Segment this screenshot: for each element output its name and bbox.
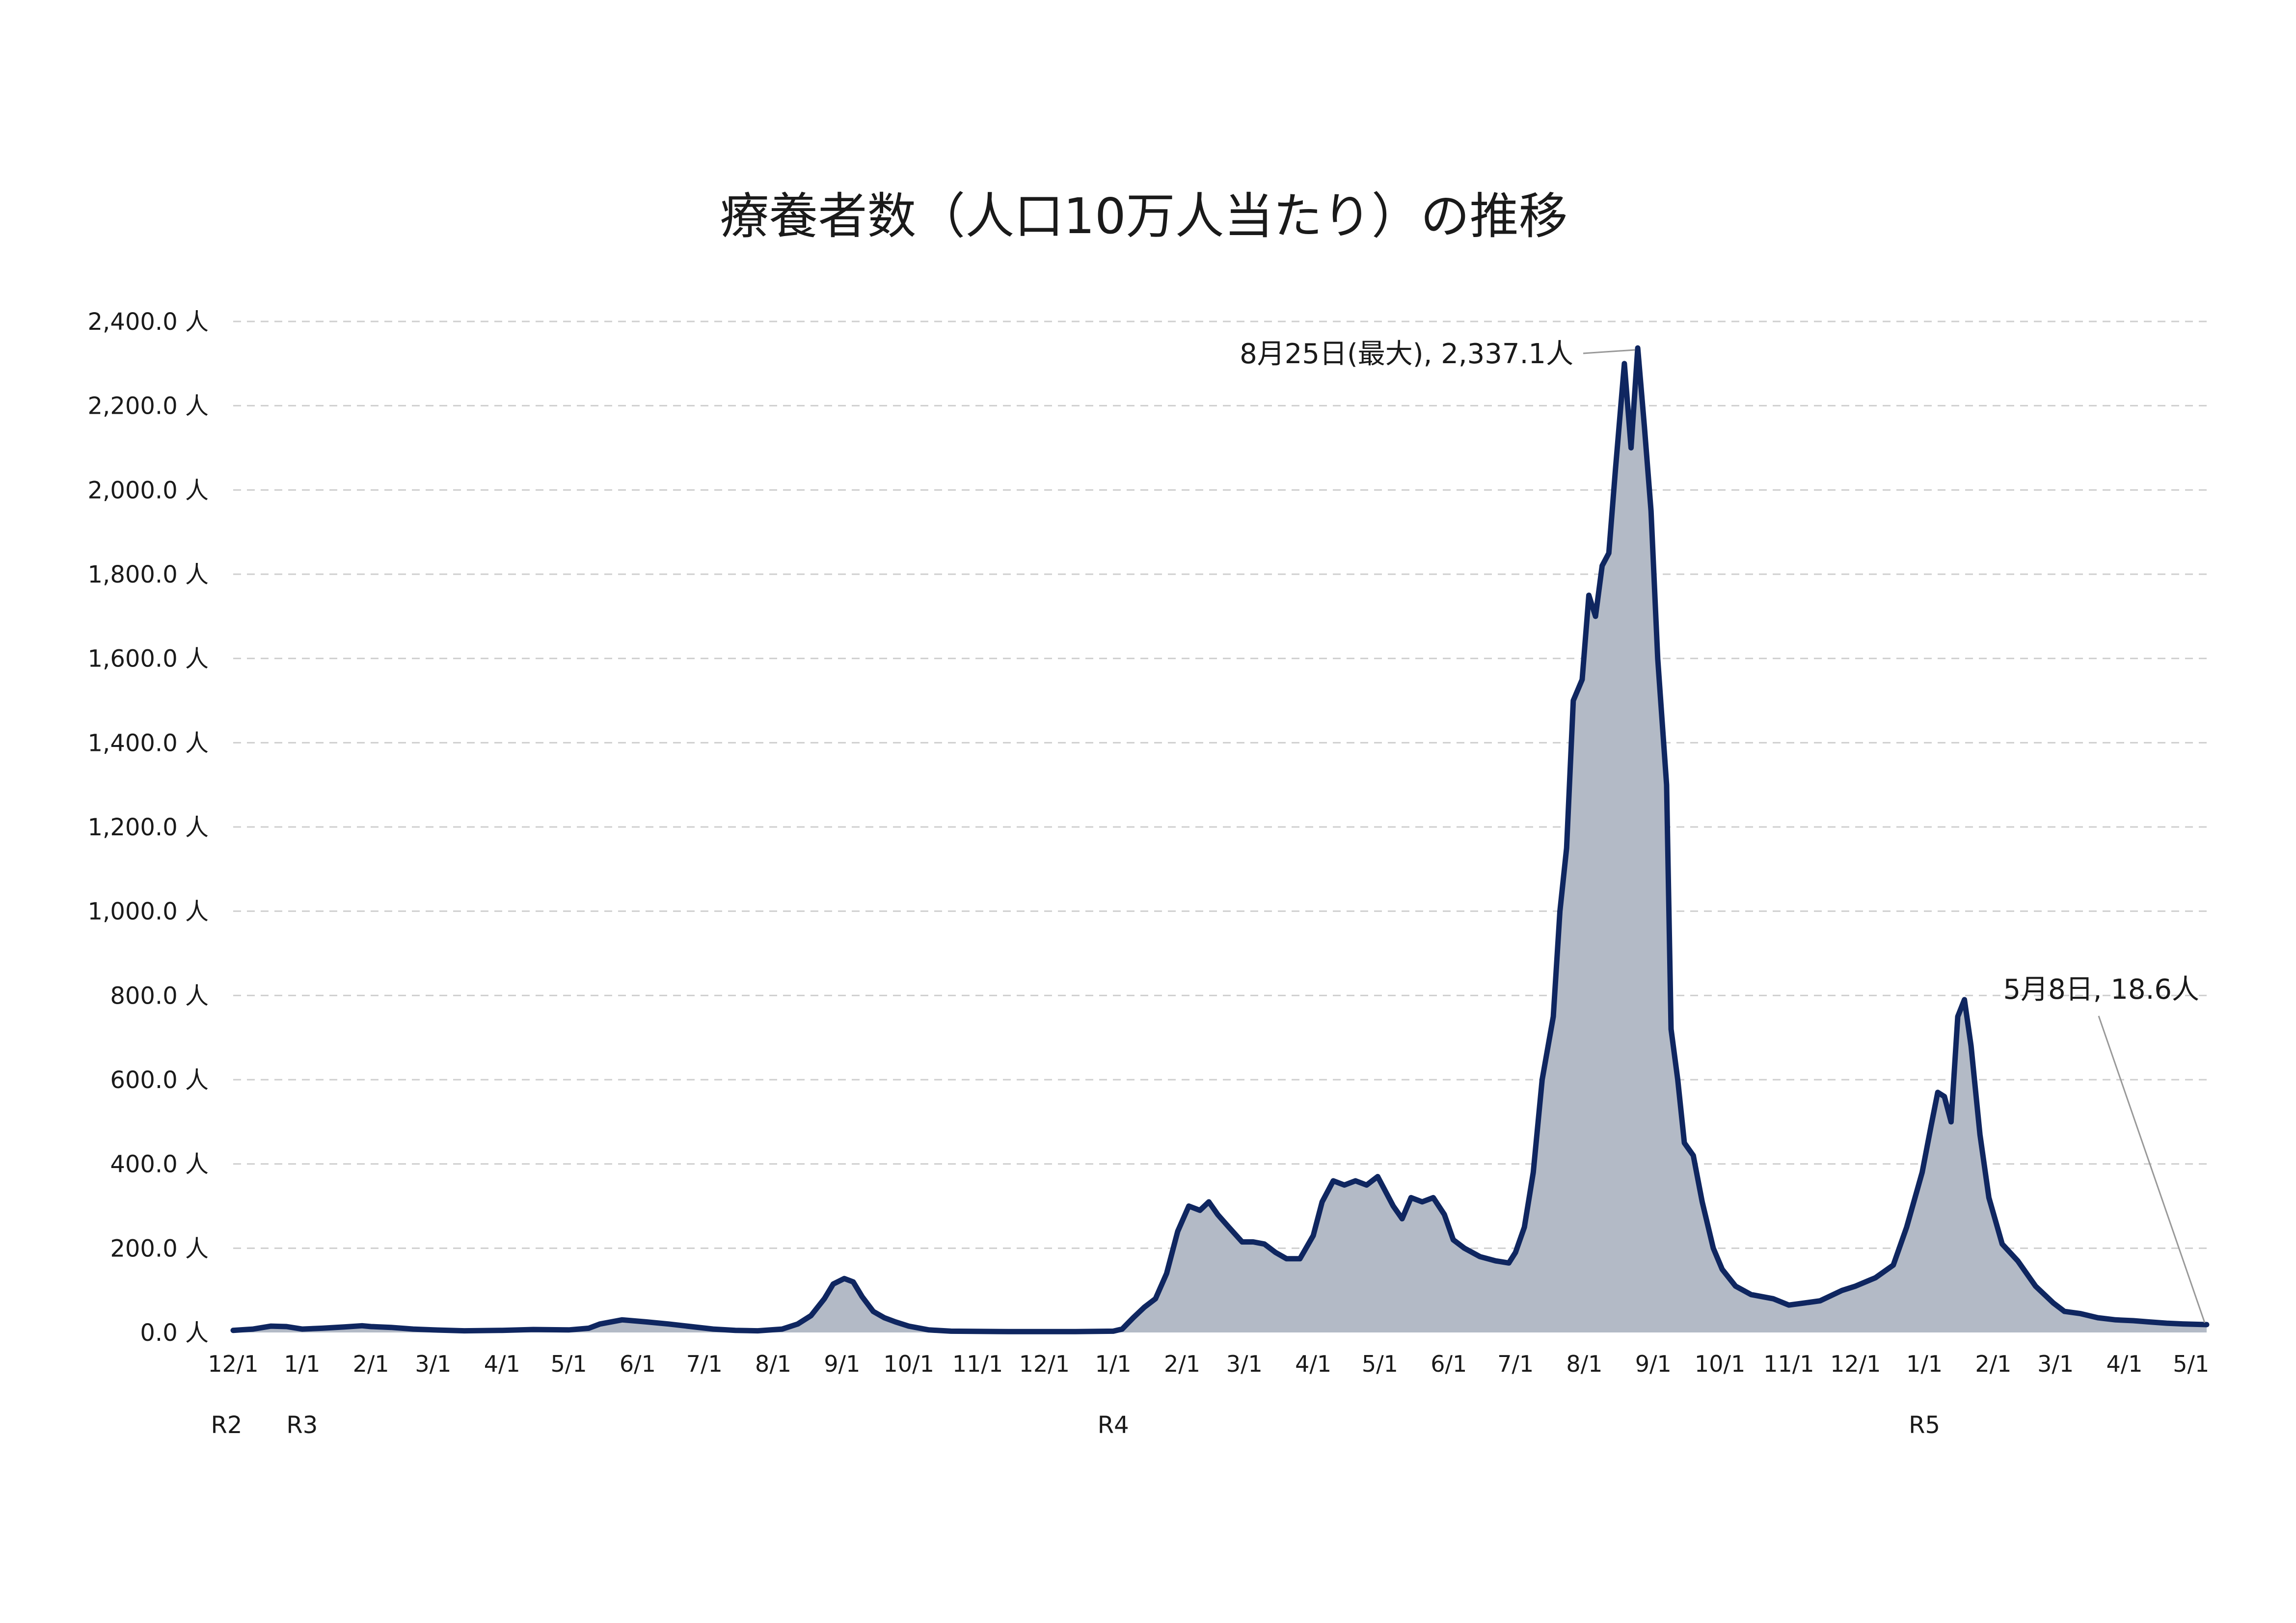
x-tick-label: 6/1 [620, 1351, 656, 1377]
grid-lines [233, 320, 2207, 1249]
era-label: R2 [211, 1411, 242, 1439]
x-tick-label: 5/1 [551, 1351, 587, 1377]
x-axis-ticks: 12/1 1/1 2/1 3/1 4/1 5/1 6/1 7/1 8/1 9/1 10/1 11/1 1… [208, 1351, 2209, 1377]
y-tick-label: 0.0 人 [140, 1319, 209, 1347]
x-tick-label: 11/1 [1763, 1351, 1814, 1377]
x-tick-label: 3/1 [1226, 1351, 1263, 1377]
series-area [233, 348, 2207, 1332]
x-tick-label: 7/1 [686, 1351, 723, 1377]
y-tick-label: 800.0 人 [110, 982, 209, 1010]
x-tick-label: 2/1 [1164, 1351, 1200, 1377]
y-tick-label: 1,800.0 人 [88, 561, 209, 588]
x-tick-label: 10/1 [1695, 1351, 1745, 1377]
y-axis-ticks: 2,400.0 人 2,200.0 人 2,000.0 人 1,800.0 人 1,60… [88, 308, 209, 1347]
y-tick-label: 2,200.0 人 [88, 393, 209, 420]
x-tick-label: 8/1 [1566, 1351, 1602, 1377]
x-tick-label: 8/1 [755, 1351, 791, 1377]
x-tick-label: 3/1 [2037, 1351, 2074, 1377]
x-tick-label: 9/1 [1635, 1351, 1672, 1377]
y-tick-label: 2,400.0 人 [88, 308, 209, 336]
y-tick-label: 2,000.0 人 [88, 477, 209, 504]
era-labels: R2 R3 R4 R5 [211, 1411, 1940, 1439]
x-tick-label: 4/1 [484, 1351, 520, 1377]
y-tick-label: 200.0 人 [110, 1235, 209, 1262]
x-tick-label: 2/1 [1975, 1351, 2011, 1377]
x-tick-label: 2/1 [353, 1351, 389, 1377]
y-tick-label: 400.0 人 [110, 1151, 209, 1178]
x-tick-label: 9/1 [824, 1351, 860, 1377]
y-tick-label: 1,000.0 人 [88, 898, 209, 926]
y-tick-label: 600.0 人 [110, 1066, 209, 1094]
x-tick-label: 6/1 [1431, 1351, 1467, 1377]
latest-leader-line [2098, 1015, 2206, 1323]
x-tick-label: 11/1 [952, 1351, 1003, 1377]
x-tick-label: 1/1 [284, 1351, 320, 1377]
chart-title: 療養者数（人口10万人当たり）の推移 [720, 187, 1567, 245]
era-label: R5 [1909, 1411, 1940, 1439]
x-tick-label: 1/1 [1095, 1351, 1132, 1377]
x-tick-label: 12/1 [208, 1351, 258, 1377]
x-tick-label: 12/1 [1019, 1351, 1070, 1377]
x-tick-label: 5/1 [1362, 1351, 1398, 1377]
peak-annotation: 8月25日(最大), 2,337.1人 [1240, 338, 1573, 370]
era-label: R4 [1098, 1411, 1129, 1439]
x-tick-label: 12/1 [1830, 1351, 1881, 1377]
era-label: R3 [286, 1411, 318, 1439]
peak-leader-line [1583, 349, 1635, 354]
x-tick-label: 10/1 [884, 1351, 934, 1377]
x-tick-label: 3/1 [415, 1351, 451, 1377]
y-tick-label: 1,200.0 人 [88, 814, 209, 841]
y-tick-label: 1,400.0 人 [88, 729, 209, 757]
latest-annotation: 5月8日, 18.6人 [2003, 974, 2199, 1006]
x-tick-label: 5/1 [2173, 1351, 2209, 1377]
x-tick-label: 4/1 [2106, 1351, 2142, 1377]
annotations: 8月25日(最大), 2,337.1人 5月8日, 18.6人 [1240, 338, 2206, 1323]
series-line [230, 345, 2210, 1334]
y-tick-label: 1,600.0 人 [88, 645, 209, 673]
x-tick-label: 4/1 [1295, 1351, 1331, 1377]
data-area [230, 345, 2210, 1334]
x-tick-label: 1/1 [1906, 1351, 1943, 1377]
x-tick-label: 7/1 [1497, 1351, 1534, 1377]
